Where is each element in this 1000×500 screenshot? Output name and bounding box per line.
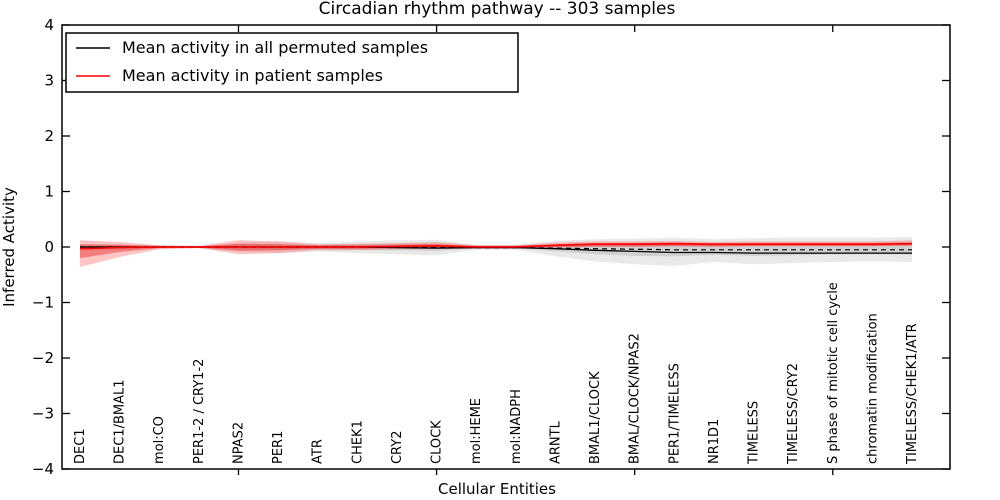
xtick-label-entity: TIMELESS bbox=[747, 401, 762, 465]
xtick-label-entity: ARNTL bbox=[548, 420, 563, 464]
xtick-label-entity: TIMELESS/CRY2 bbox=[786, 363, 801, 465]
xtick-label-entity: BMAL1/CLOCK bbox=[588, 371, 603, 464]
xtick-label-entity: ATR bbox=[311, 439, 326, 464]
ytick-label: 0 bbox=[44, 238, 54, 256]
xtick-label-entity: CRY2 bbox=[390, 431, 405, 465]
xtick-label-entity: PER1-2 / CRY1-2 bbox=[192, 359, 207, 464]
xtick-label-entity: mol:NADPH bbox=[509, 389, 524, 464]
xtick-label-entity: CHEK1 bbox=[350, 420, 365, 464]
legend: Mean activity in all permuted samples Me… bbox=[65, 32, 519, 93]
xtick-label-entity: PER1/TIMELESS bbox=[667, 363, 682, 464]
legend-label-permuted: Mean activity in all permuted samples bbox=[122, 38, 428, 57]
x-axis-label: Cellular Entities bbox=[438, 480, 556, 498]
confidence-bands bbox=[80, 237, 912, 267]
ytick-label: −4 bbox=[32, 460, 54, 478]
ytick-label: 2 bbox=[44, 127, 54, 145]
plot-area-frame bbox=[61, 24, 951, 470]
ytick-label: −1 bbox=[32, 294, 54, 312]
mean-lines bbox=[79, 242, 913, 254]
xtick-label-entity: NR1D1 bbox=[707, 419, 722, 464]
ytick-label: 3 bbox=[44, 72, 54, 90]
chart-title: Circadian rhythm pathway -- 303 samples bbox=[319, 0, 676, 19]
ytick-label: −3 bbox=[32, 405, 54, 423]
legend-label-patient: Mean activity in patient samples bbox=[122, 66, 383, 85]
series-line-solid-ff0000 bbox=[79, 242, 913, 250]
xtick-label-entity: DEC1 bbox=[73, 428, 88, 464]
xtick-label-entity: DEC1/BMAL1 bbox=[113, 380, 128, 465]
xtick-label-entity: CLOCK bbox=[430, 420, 445, 464]
ytick-label: 1 bbox=[44, 183, 54, 201]
xtick-label-entity: NPAS2 bbox=[231, 422, 246, 464]
xtick-label-entity: mol:CO bbox=[152, 416, 167, 464]
ytick-label: 4 bbox=[44, 16, 54, 34]
xtick-label-entity: S phase of mitotic cell cycle bbox=[826, 282, 841, 464]
y-tick-labels: 4 3 2 1 0 −1 −2 −3 −4 bbox=[32, 16, 54, 478]
y-axis-label: Inferred Activity bbox=[0, 187, 18, 307]
xtick-label-entity: TIMELESS/CHEK1/ATR bbox=[905, 323, 920, 465]
xtick-label-entity: chromatin modification bbox=[865, 313, 880, 464]
ytick-label: −2 bbox=[32, 349, 54, 367]
xtick-label-entity: BMAL/CLOCK/NPAS2 bbox=[628, 333, 643, 464]
x-tick-labels: DEC1 DEC1/BMAL1 mol:CO PER1-2 / CRY1-2 NPAS2… bbox=[73, 282, 920, 465]
xtick-label-entity: PER1 bbox=[271, 431, 286, 464]
legend-box bbox=[65, 32, 519, 93]
xtick-label-entity: mol:HEME bbox=[469, 398, 484, 464]
